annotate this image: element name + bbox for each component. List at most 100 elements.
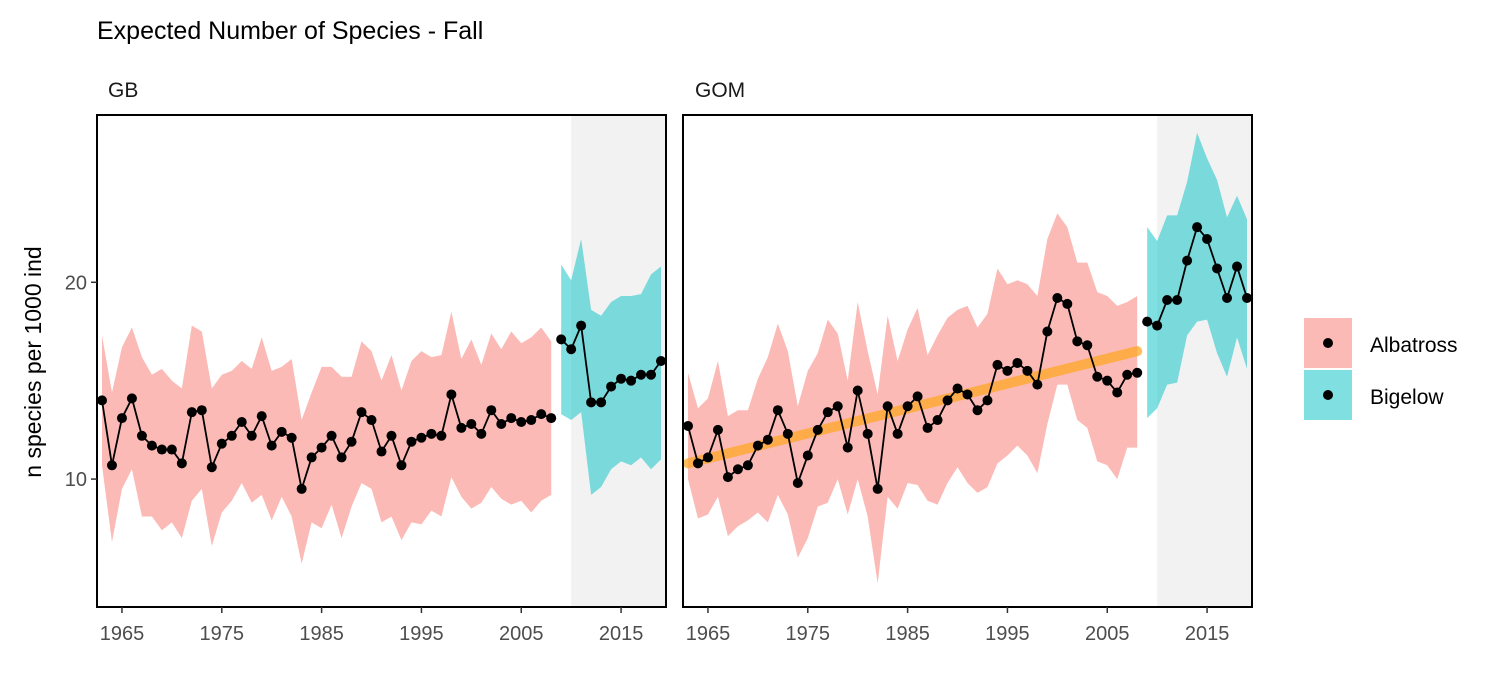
data-point-gb-albatross-1977 (236, 417, 247, 428)
data-point-gb-albatross-1995 (416, 432, 427, 443)
data-point-gom-albatross-2003 (1082, 340, 1093, 351)
data-point-gom-albatross-2001 (1062, 298, 1073, 309)
x-tick-label-gom-1975: 1975 (786, 623, 831, 645)
data-point-gb-bigelow-2014 (606, 381, 617, 392)
data-point-gom-albatross-1964 (692, 458, 703, 469)
panel-border-gom (682, 114, 1253, 608)
data-point-gom-albatross-1987 (922, 422, 933, 433)
data-point-gom-albatross-1979 (842, 442, 853, 453)
panel-gom: GOM 1965 1975 1985 1995 2005 2015 (682, 79, 1253, 645)
data-point-gb-bigelow-2017 (636, 369, 647, 380)
data-point-gb-albatross-2001 (476, 428, 487, 439)
data-point-gb-albatross-1980 (266, 440, 277, 451)
data-point-gom-albatross-1995 (1002, 365, 1013, 376)
data-point-gom-albatross-1980 (852, 385, 863, 396)
data-point-gom-albatross-1977 (822, 407, 833, 418)
data-point-gb-albatross-1981 (276, 426, 287, 437)
data-point-gb-albatross-1998 (446, 389, 457, 400)
data-point-gb-albatross-1963 (97, 395, 107, 406)
data-point-gb-bigelow-2011 (576, 320, 587, 331)
data-point-gom-albatross-1965 (702, 452, 713, 463)
legend-label-albatross: Albatross (1370, 334, 1458, 357)
data-point-gb-albatross-1985 (316, 442, 327, 453)
data-point-gom-albatross-1981 (862, 428, 873, 439)
data-point-gb-bigelow-2019 (656, 356, 666, 366)
data-point-gom-albatross-1975 (802, 450, 813, 461)
data-point-gom-albatross-1969 (742, 460, 753, 471)
legend-label-bigelow: Bigelow (1370, 386, 1444, 409)
x-tick-label-gb-2005: 2005 (499, 623, 544, 645)
data-point-gb-albatross-1973 (196, 405, 207, 416)
data-point-gom-albatross-1971 (762, 434, 773, 445)
data-point-gom-albatross-1982 (872, 483, 883, 494)
data-point-gom-bigelow-2017 (1222, 293, 1233, 304)
panel-gb: GB 1965 1975 1985 1995 2005 2015 10 20 (65, 79, 667, 645)
data-point-gom-albatross-1986 (912, 391, 923, 402)
data-point-gom-bigelow-2018 (1232, 261, 1243, 272)
data-point-gb-albatross-1974 (206, 462, 217, 473)
data-point-gb-albatross-1983 (296, 483, 307, 494)
data-point-gb-albatross-1971 (176, 458, 187, 469)
x-tick-label-gom-1985: 1985 (885, 623, 930, 645)
data-point-gb-albatross-1991 (376, 446, 387, 457)
data-point-gb-albatross-1986 (326, 430, 337, 441)
ribbon-gb-bigelow (561, 238, 662, 495)
data-point-gom-bigelow-2012 (1172, 294, 1183, 305)
data-point-gb-albatross-1996 (426, 428, 437, 439)
data-point-gb-albatross-1990 (366, 415, 377, 426)
data-point-gb-bigelow-2015 (616, 373, 627, 384)
data-point-gom-albatross-1984 (892, 428, 903, 439)
data-point-gb-albatross-2004 (506, 413, 517, 424)
data-point-gom-albatross-1968 (732, 464, 743, 475)
x-tick-label-gom-2015: 2015 (1185, 623, 1230, 645)
data-point-gb-bigelow-2013 (596, 397, 607, 408)
x-tick-label-gb-1995: 1995 (399, 623, 444, 645)
x-tick-label-gom-1965: 1965 (686, 623, 731, 645)
data-point-gb-bigelow-2012 (586, 397, 597, 408)
data-point-gom-albatross-1970 (752, 440, 763, 451)
data-point-gom-albatross-1963 (683, 420, 693, 431)
plot-area-gom (683, 115, 1252, 607)
data-point-gom-albatross-2005 (1102, 375, 1113, 386)
data-point-gb-albatross-1989 (356, 407, 367, 418)
data-point-gb-albatross-1987 (336, 452, 347, 463)
data-point-gom-albatross-1988 (932, 415, 943, 426)
data-point-gom-albatross-1996 (1012, 357, 1023, 368)
data-point-gom-albatross-2002 (1072, 336, 1083, 347)
plot-area-gb (97, 115, 666, 607)
data-point-gom-albatross-1997 (1022, 365, 1033, 376)
data-point-gom-albatross-1976 (812, 424, 823, 435)
data-point-gb-bigelow-2010 (566, 344, 577, 355)
data-point-gb-bigelow-2009 (556, 334, 567, 345)
data-point-gb-albatross-2008 (546, 413, 557, 424)
data-point-gom-albatross-2004 (1092, 371, 1103, 382)
y-tick-label-10: 10 (65, 469, 87, 491)
data-point-gom-albatross-1983 (882, 401, 893, 412)
data-point-gom-albatross-2007 (1122, 369, 1133, 380)
data-point-gb-bigelow-2018 (646, 369, 657, 380)
x-tick-label-gb-2015: 2015 (599, 623, 644, 645)
panel-gb-label: GB (108, 79, 138, 102)
data-point-gom-bigelow-2019 (1242, 293, 1252, 304)
data-point-gom-albatross-1972 (772, 405, 783, 416)
data-point-gb-albatross-1964 (106, 460, 117, 471)
data-point-gom-albatross-1989 (942, 395, 953, 406)
panel-gom-label: GOM (695, 79, 745, 102)
trend-line-gom (683, 346, 1143, 469)
panel-border-gb (96, 114, 667, 608)
data-point-gb-albatross-1972 (186, 407, 197, 418)
data-point-gb-albatross-1968 (146, 440, 157, 451)
data-point-gom-albatross-1999 (1042, 326, 1053, 337)
data-point-gb-albatross-1978 (246, 430, 257, 441)
data-point-gom-albatross-1993 (982, 395, 993, 406)
data-point-gom-albatross-1974 (792, 478, 803, 489)
data-point-gb-albatross-1969 (156, 444, 167, 455)
data-point-gb-albatross-1994 (406, 436, 417, 447)
series-line-gb-albatross (101, 391, 552, 490)
data-point-gb-albatross-2002 (486, 405, 497, 416)
data-point-gb-albatross-2005 (516, 417, 527, 428)
ribbon-gb-albatross (101, 311, 552, 564)
data-point-gb-albatross-1979 (256, 411, 267, 422)
data-point-gb-albatross-1984 (306, 452, 317, 463)
